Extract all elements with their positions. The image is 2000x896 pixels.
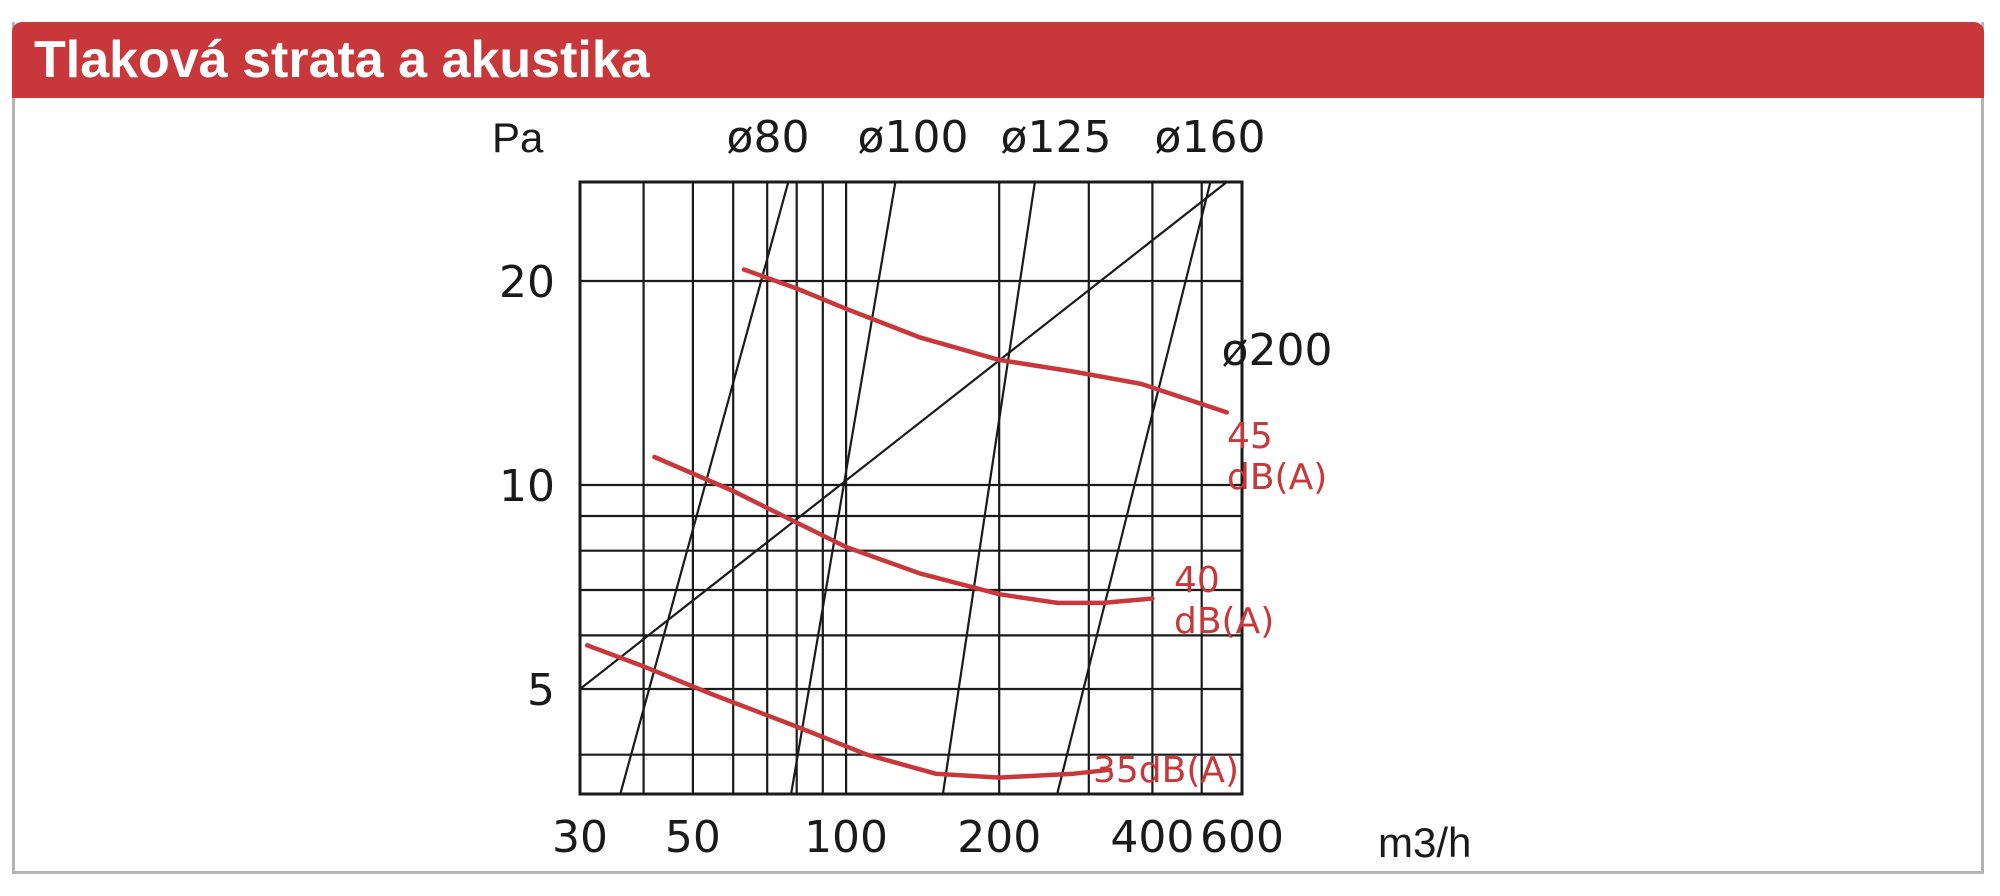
plot-border [578,180,1244,796]
x-axis-label: m3/h [1378,819,1471,866]
diameter-line [941,182,1036,794]
diameter-line [1056,182,1212,794]
y-axis-label: Pa [492,114,544,161]
y-tick-label: 10 [499,461,555,512]
section-title: Tlaková strata a akustika [34,31,650,89]
diameter-line [580,182,1228,690]
series-label: 35dB(A) [1093,750,1239,791]
x-tick-label: 50 [665,812,721,863]
x-tick-label: 30 [552,812,608,863]
x-tick-label: 600 [1200,812,1284,863]
noise-level-curve [652,454,1155,606]
series-label: 45 [1227,416,1273,457]
y-tick-label: 5 [527,665,555,716]
diameter-line [619,182,790,794]
noise-level-curve [584,643,1113,780]
y-tick-label: 20 [499,257,555,308]
x-tick-label: 400 [1110,812,1194,863]
chart-panel [12,22,1984,874]
diameter-label: ø125 [1001,112,1112,163]
series-label: dB(A) [1227,457,1327,498]
section-header: Tlaková strata a akustika [12,22,1984,98]
diameter-label: ø200 [1222,325,1333,376]
diameter-label: ø160 [1155,112,1266,163]
noise-level-curve [741,267,1230,415]
x-tick-label: 100 [804,812,888,863]
x-tick-label: 200 [957,812,1041,863]
diameter-label: ø80 [727,112,810,163]
diameter-line [790,182,897,794]
series-label: dB(A) [1174,601,1274,642]
series-label: 40 [1174,560,1220,601]
diameter-label: ø100 [858,112,969,163]
